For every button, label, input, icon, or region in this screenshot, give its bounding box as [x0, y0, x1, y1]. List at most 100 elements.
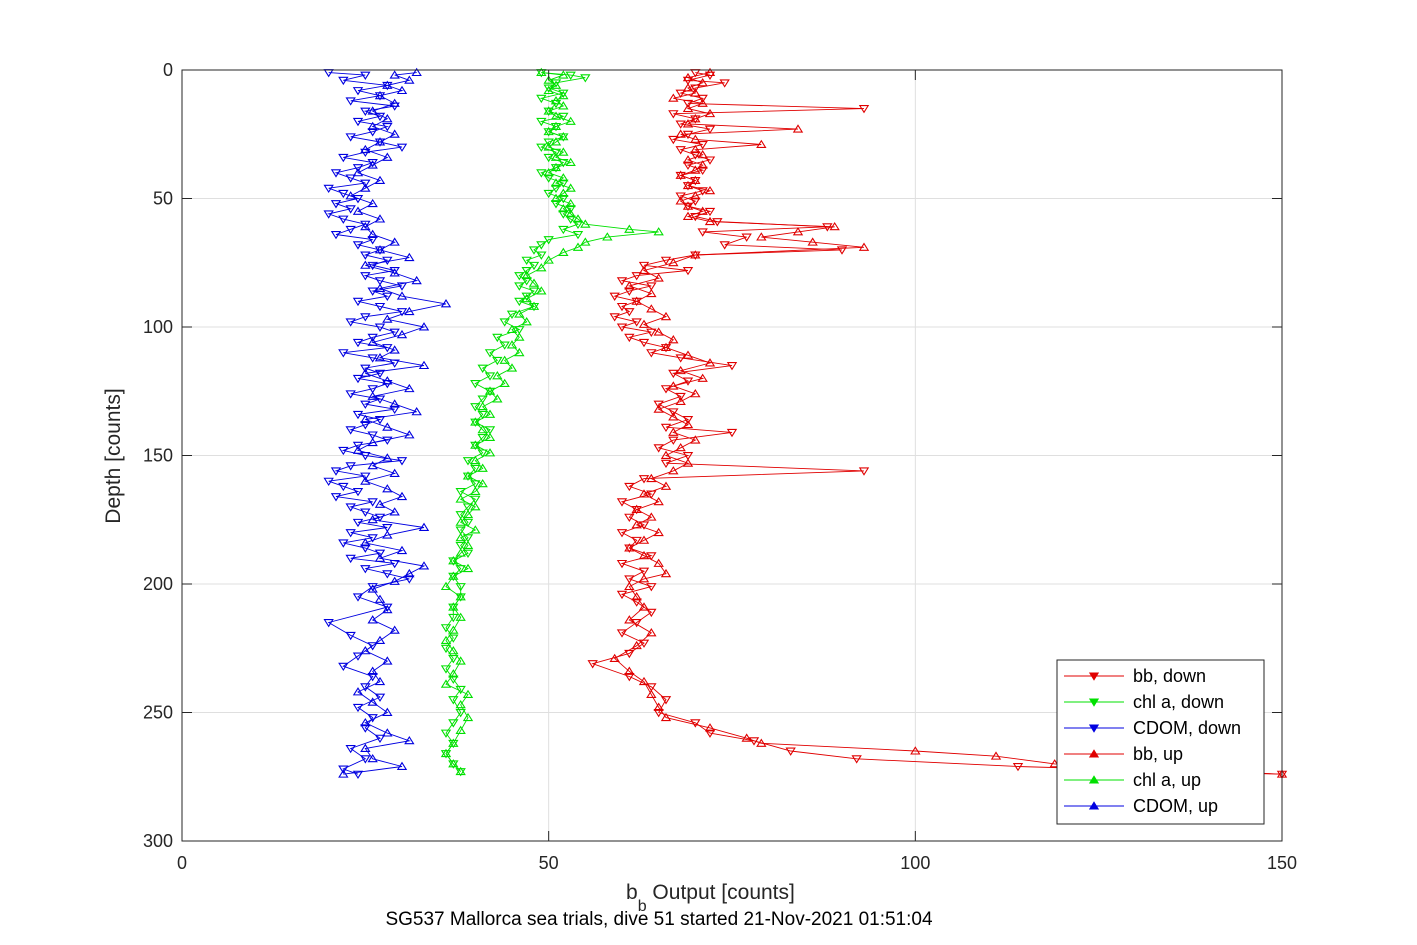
data-point	[360, 565, 371, 574]
data-point	[484, 432, 496, 441]
data-point	[330, 200, 342, 209]
data-point	[690, 250, 701, 259]
data-point	[352, 652, 364, 661]
data-point	[389, 98, 400, 107]
data-point	[338, 662, 349, 672]
data-point	[521, 292, 532, 301]
data-point	[521, 277, 532, 286]
data-point	[558, 70, 569, 79]
data-point	[704, 156, 716, 165]
data-point	[477, 463, 488, 472]
data-point	[653, 404, 664, 413]
data-point	[631, 318, 642, 327]
data-point	[352, 518, 364, 528]
data-point	[352, 487, 364, 497]
data-point	[389, 405, 400, 415]
legend-label: CDOM, down	[1133, 718, 1241, 738]
data-point	[660, 450, 672, 459]
data-point	[367, 337, 378, 346]
data-point	[404, 735, 415, 745]
data-point	[536, 241, 547, 250]
data-point	[653, 327, 664, 336]
data-point	[382, 376, 393, 385]
data-point	[690, 88, 701, 97]
data-point	[675, 129, 686, 138]
data-point	[477, 449, 488, 458]
data-point	[550, 200, 562, 209]
data-point	[352, 241, 364, 250]
data-point	[704, 125, 716, 134]
data-point	[389, 468, 400, 477]
data-point	[360, 646, 371, 655]
data-point	[521, 293, 532, 303]
data-point	[382, 570, 393, 579]
data-point	[631, 640, 642, 650]
data-point	[360, 717, 371, 727]
data-point	[396, 457, 408, 466]
data-point	[565, 205, 576, 214]
data-point	[580, 219, 591, 228]
x-axis-label-subscript: b	[638, 898, 647, 915]
data-point	[455, 656, 466, 665]
data-point	[360, 144, 371, 154]
data-point	[646, 583, 657, 592]
data-point	[374, 353, 386, 362]
data-point	[389, 399, 400, 408]
y-tick-label: 50	[153, 189, 173, 209]
data-point	[440, 299, 452, 308]
data-point	[697, 373, 708, 382]
data-point	[528, 287, 540, 296]
data-point	[448, 719, 459, 728]
data-point	[477, 434, 488, 443]
data-point	[660, 423, 672, 433]
data-point	[360, 251, 371, 260]
data-point	[448, 625, 459, 634]
data-point	[638, 319, 650, 328]
data-point	[550, 152, 562, 161]
data-point	[514, 326, 525, 335]
data-point	[338, 539, 349, 548]
data-point	[660, 696, 672, 705]
data-point	[646, 288, 657, 298]
data-point	[690, 191, 701, 200]
data-point	[638, 489, 650, 498]
data-point	[653, 273, 664, 282]
data-point	[338, 482, 349, 492]
data-point	[382, 123, 393, 132]
data-point	[470, 486, 481, 495]
data-point	[572, 214, 584, 223]
data-point	[382, 292, 393, 301]
data-point	[675, 196, 686, 205]
data-point	[492, 356, 503, 366]
data-point	[558, 173, 569, 182]
data-point	[455, 517, 466, 526]
data-point	[367, 642, 378, 651]
data-point	[697, 78, 708, 87]
data-point	[470, 440, 481, 449]
data-point	[382, 114, 393, 123]
data-point	[631, 592, 642, 601]
data-point	[624, 281, 635, 290]
data-point	[360, 179, 371, 188]
data-point	[404, 75, 415, 84]
data-point	[624, 308, 635, 317]
data-point	[352, 410, 364, 420]
data-point	[345, 133, 356, 142]
data-point	[726, 362, 738, 371]
data-point	[484, 426, 496, 435]
data-point	[638, 639, 650, 648]
data-point	[323, 619, 334, 628]
data-point	[367, 583, 378, 592]
data-point	[345, 174, 356, 183]
legend-marker	[1088, 749, 1100, 758]
data-point	[499, 318, 510, 327]
data-point	[675, 365, 686, 375]
data-point	[668, 408, 679, 417]
data-point	[448, 556, 459, 565]
data-point	[536, 143, 547, 152]
data-point	[360, 724, 371, 733]
data-point	[858, 105, 870, 114]
data-point	[345, 205, 356, 214]
data-point	[440, 644, 452, 654]
data-point	[631, 504, 642, 513]
